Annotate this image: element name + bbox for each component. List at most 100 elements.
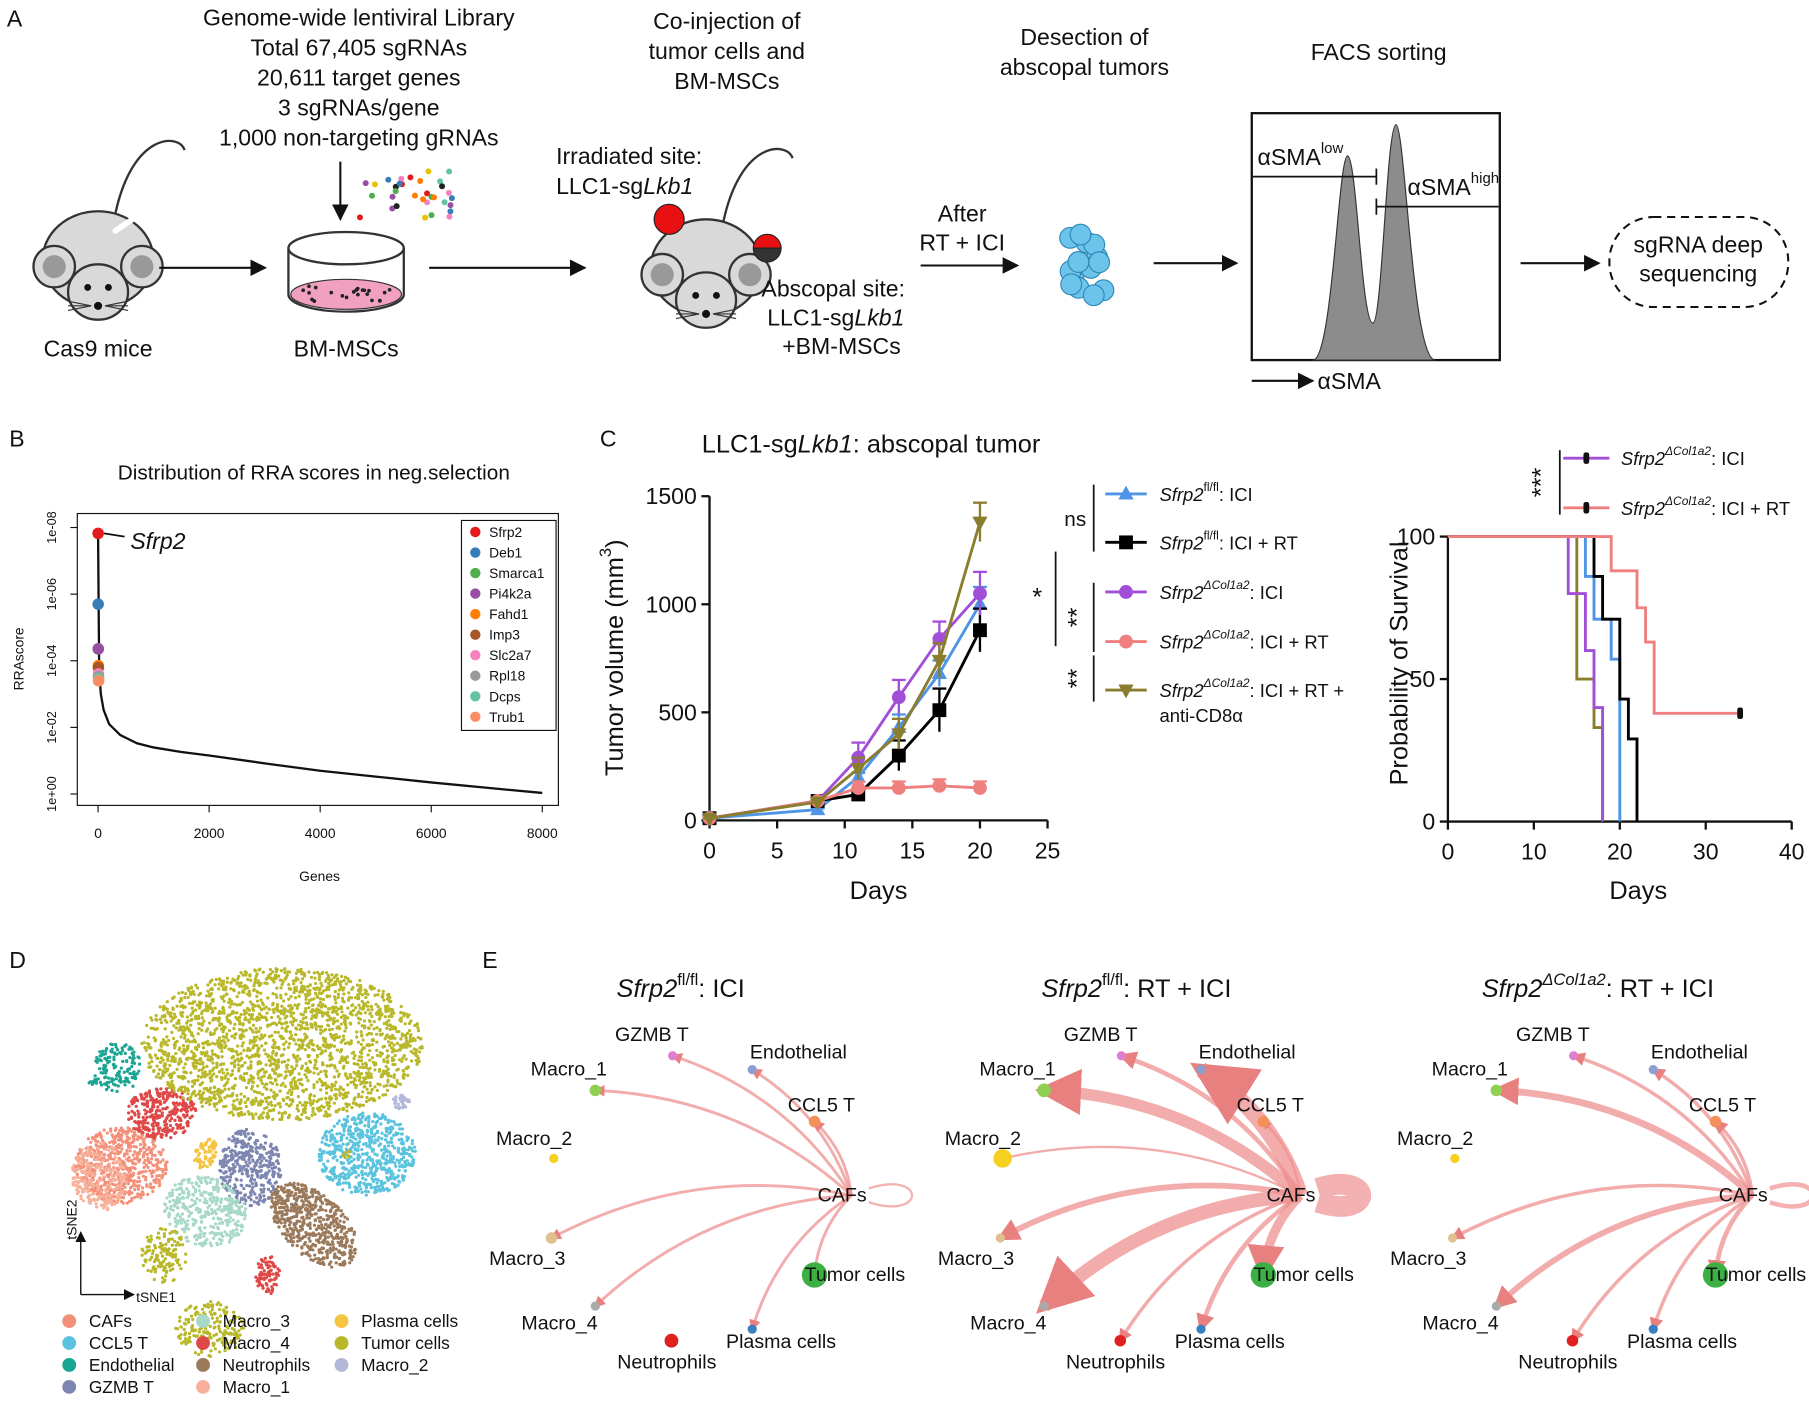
cell-point <box>155 1108 159 1112</box>
cell-point <box>203 1231 207 1235</box>
cell-point <box>177 1192 182 1197</box>
cell-dot <box>312 299 317 303</box>
cell-point <box>137 1056 141 1060</box>
cell-point <box>350 1117 354 1122</box>
legend-label-part: ΔCol1a2 <box>1203 676 1250 690</box>
cell-point <box>104 1188 108 1192</box>
cell-point <box>311 1014 315 1018</box>
cell-point <box>373 1172 377 1176</box>
cell-point <box>334 1212 338 1216</box>
cell-point <box>257 1265 261 1269</box>
cell-point <box>248 1190 253 1195</box>
cell-point <box>202 1190 206 1194</box>
mouse-whisker <box>675 308 700 315</box>
cell-point <box>124 1180 128 1184</box>
cell-point <box>381 995 385 999</box>
cell-point <box>381 1153 385 1157</box>
cell-point <box>221 1234 225 1238</box>
significance: ** <box>1064 607 1092 627</box>
cell-point <box>367 1155 372 1159</box>
sgrna-star <box>437 178 444 185</box>
cell-point <box>150 1123 155 1128</box>
cell-point <box>304 1009 308 1014</box>
cell-point <box>295 1197 299 1201</box>
cell-point <box>304 1193 308 1197</box>
cell-point <box>230 1034 234 1038</box>
cell-point <box>339 1235 343 1240</box>
cell-point <box>365 1033 369 1037</box>
cell-point <box>113 1140 117 1144</box>
cell-point <box>185 1206 189 1210</box>
cell-point <box>208 1102 212 1107</box>
cell-point <box>345 1143 349 1147</box>
cell-point <box>113 1183 118 1187</box>
cell-point <box>237 1066 241 1071</box>
cell-point <box>108 1181 112 1185</box>
cell-point <box>197 1157 202 1162</box>
cell-point <box>170 996 175 1000</box>
cell-point <box>320 1201 324 1205</box>
cell-point <box>359 1030 363 1034</box>
cell-point <box>297 1233 301 1237</box>
cell-point <box>303 1197 307 1201</box>
point <box>932 703 947 718</box>
cell-point <box>337 988 341 992</box>
cell-point <box>219 1242 223 1246</box>
cell-point <box>110 1145 114 1149</box>
cell-point <box>95 1183 99 1187</box>
cell-point <box>98 1156 102 1160</box>
cell-point <box>142 1142 146 1146</box>
cell-point <box>177 1124 181 1128</box>
cell-point <box>266 1187 271 1191</box>
cell-point <box>198 1166 202 1170</box>
cell-point <box>90 1082 94 1087</box>
cell-point <box>248 1161 252 1165</box>
cell-point <box>101 1071 105 1075</box>
cell-point <box>357 1092 361 1096</box>
cell-point <box>380 1131 384 1135</box>
cell-point <box>323 1131 328 1135</box>
cell-point <box>109 1157 113 1161</box>
cell-point <box>155 1174 159 1178</box>
cell-point <box>79 1194 83 1198</box>
cell-point <box>308 1223 312 1227</box>
cell-point <box>346 1129 350 1133</box>
cell-point <box>110 1088 114 1093</box>
cell-point <box>125 1148 129 1153</box>
cell-point <box>271 1262 275 1266</box>
cell-point <box>248 1148 252 1152</box>
cell-point <box>361 1159 365 1163</box>
cell-point <box>86 1190 90 1194</box>
cell-point <box>260 1081 264 1086</box>
cell-point <box>322 1149 326 1153</box>
cell-point <box>361 1176 365 1180</box>
cell-point <box>172 1089 176 1093</box>
legend-label: Sfrp2ΔCol1a2: ICI <box>1621 444 1745 468</box>
cell-point <box>326 1217 330 1221</box>
cell-point <box>340 974 344 979</box>
cell-point <box>373 1068 377 1072</box>
cell-point <box>176 1108 180 1112</box>
cell-point <box>215 1241 219 1245</box>
cell-point <box>220 1238 224 1242</box>
cell-point <box>130 1102 134 1106</box>
cell-point <box>384 1162 388 1166</box>
cell-point <box>192 1235 197 1239</box>
cell-point <box>79 1176 83 1180</box>
legend-label-part: : ICI + RT + <box>1250 680 1345 701</box>
cell-point <box>275 1159 280 1163</box>
cell-point <box>98 1067 102 1071</box>
cell-point <box>298 1208 302 1212</box>
cell-point <box>161 1169 165 1173</box>
sgrna-star <box>407 174 414 181</box>
cell-point <box>289 1014 293 1018</box>
cell-point <box>270 1166 274 1171</box>
cell-point <box>307 1236 311 1241</box>
cell-point <box>244 971 248 975</box>
cell-point <box>148 1169 152 1173</box>
cell-point <box>342 1000 346 1004</box>
sgrna-star <box>447 202 454 209</box>
cell-point <box>200 1144 204 1148</box>
legend-swatch <box>470 547 481 558</box>
cell-point <box>180 1212 185 1216</box>
